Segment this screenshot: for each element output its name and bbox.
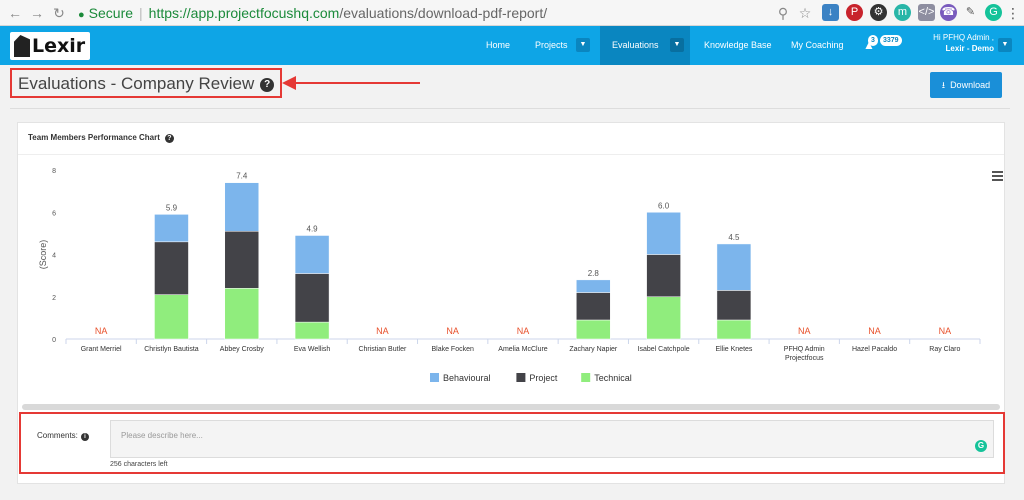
settings-extension-icon[interactable]: ⚙	[870, 4, 887, 21]
user-menu[interactable]: Hi PFHQ Admin , Lexir - Demo	[920, 32, 994, 54]
browser-toolbar: ← → ↻ ● Secure | https://app.projectfocushq…	[0, 0, 1024, 26]
chart-menu-icon[interactable]	[992, 171, 1003, 183]
chart-panel-title: Team Members Performance Chart?	[28, 133, 174, 143]
user-greeting: Hi PFHQ Admin ,	[933, 33, 994, 42]
nav-knowledge-base[interactable]: Knowledge Base	[704, 40, 772, 50]
user-company: Lexir - Demo	[945, 44, 994, 53]
download-icon: ⭳	[941, 80, 946, 90]
comments-label-text: Comments:	[37, 431, 78, 440]
help-icon[interactable]: ?	[260, 78, 275, 92]
zoom-icon[interactable]: ⚲	[777, 5, 789, 21]
eyedropper-extension-icon[interactable]: ✎	[962, 4, 979, 21]
logo-building-icon	[14, 35, 30, 57]
app-navbar: Lexir Home Projects ▼ Evaluations ▼ Know…	[0, 26, 1024, 65]
annotation-arrow	[292, 82, 420, 84]
horizontal-scrollbar[interactable]	[22, 404, 1000, 410]
panel-divider	[18, 154, 1004, 155]
divider	[10, 108, 1010, 109]
viber-extension-icon[interactable]: ☎	[940, 4, 957, 21]
address-bar[interactable]: ● Secure | https://app.projectfocushq.com/e…	[78, 5, 548, 21]
browser-menu-icon[interactable]: ⋮	[1006, 5, 1020, 21]
url-host: https://app.projectfocushq.com	[148, 5, 340, 21]
pinterest-extension-icon[interactable]: P	[846, 4, 863, 21]
page-title-highlight: Evaluations - Company Review?	[10, 68, 282, 98]
chars-left: 256 characters left	[110, 461, 168, 468]
nav-my-coaching[interactable]: My Coaching	[791, 40, 844, 50]
secure-label: Secure	[88, 5, 134, 21]
download-button[interactable]: ⭳ Download	[930, 72, 1002, 98]
code-extension-icon[interactable]: </>	[918, 4, 935, 21]
reload-icon[interactable]: ↻	[53, 5, 65, 21]
nav-home[interactable]: Home	[486, 40, 511, 50]
chart-help-icon[interactable]: ?	[164, 134, 174, 143]
annotation-arrow-head	[282, 76, 296, 90]
page-title-text: Evaluations - Company Review	[18, 74, 255, 93]
grammarly-extension-icon[interactable]: G	[985, 4, 1002, 21]
lexir-logo[interactable]: Lexir	[10, 32, 90, 60]
evaluations-dropdown-caret-icon[interactable]: ▼	[670, 38, 684, 52]
comments-section: Comments: i Please describe here... G 256…	[19, 412, 1005, 474]
back-icon[interactable]: ←	[8, 5, 22, 21]
chart-title-text: Team Members Performance Chart	[28, 133, 160, 142]
user-dropdown-caret-icon[interactable]: ▼	[998, 38, 1012, 52]
points-badge: 3379	[880, 35, 902, 46]
url-path: /evaluations/download-pdf-report/	[339, 5, 548, 21]
info-icon[interactable]: i	[80, 433, 89, 441]
notifications-badge: 3	[868, 35, 878, 46]
forward-icon[interactable]: →	[30, 5, 44, 21]
page-title: Evaluations - Company Review?	[18, 74, 275, 94]
bookmark-star-icon[interactable]: ☆	[798, 5, 812, 21]
projects-dropdown-caret-icon[interactable]: ▼	[576, 38, 590, 52]
download-label: Download	[950, 80, 991, 90]
grammarly-icon[interactable]: G	[975, 440, 987, 452]
notifications-bell-icon[interactable]: ▲	[863, 38, 875, 52]
download-extension-icon[interactable]: ↓	[822, 4, 839, 21]
nav-projects[interactable]: Projects	[535, 40, 568, 50]
logo-text: Lexir	[32, 35, 86, 57]
m-extension-icon[interactable]: m	[894, 4, 911, 21]
lock-icon: ●	[78, 9, 85, 21]
comments-textarea[interactable]: Please describe here...	[110, 420, 994, 458]
comments-label: Comments: i	[37, 431, 89, 441]
